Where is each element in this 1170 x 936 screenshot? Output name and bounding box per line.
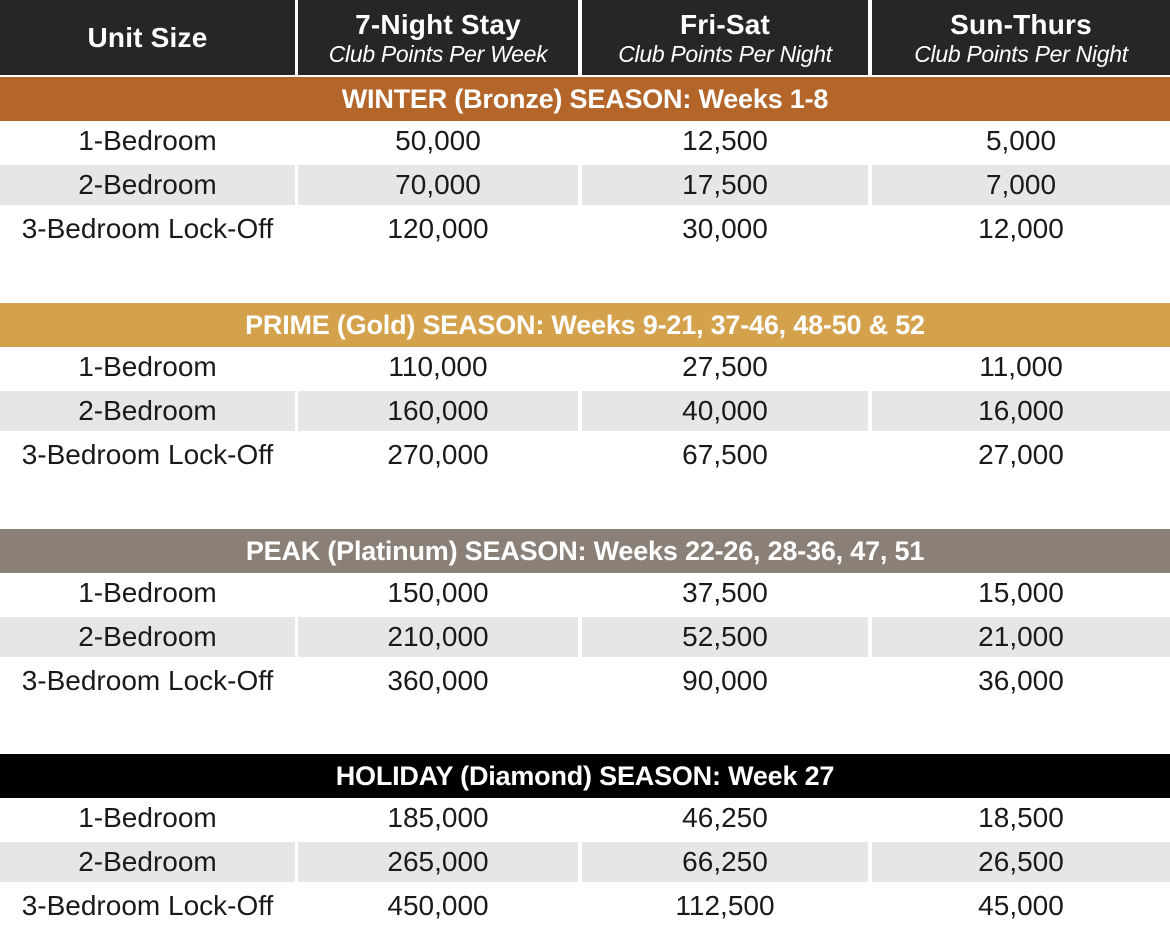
table-row: 1-Bedroom 150,000 37,500 15,000 <box>0 573 1170 617</box>
seven-night-cell: 265,000 <box>298 842 578 882</box>
sun-thurs-cell: 18,500 <box>978 802 1064 833</box>
unit-size-cell: 3-Bedroom Lock-Off <box>21 439 274 470</box>
unit-size-cell: 3-Bedroom Lock-Off <box>21 665 274 696</box>
unit-size-cell: 2-Bedroom <box>0 391 295 431</box>
sun-thurs-cell: 7,000 <box>872 165 1170 205</box>
fri-sat-cell: 67,500 <box>682 439 768 470</box>
header-seven-night: 7-Night Stay Club Points Per Week <box>298 0 578 75</box>
fri-sat-cell: 27,500 <box>682 351 768 382</box>
seven-night-cell: 70,000 <box>298 165 578 205</box>
sun-thurs-cell: 12,000 <box>978 213 1064 244</box>
table-row: 1-Bedroom 50,000 12,500 5,000 <box>0 121 1170 165</box>
unit-size-cell: 2-Bedroom <box>0 165 295 205</box>
fri-sat-cell: 30,000 <box>682 213 768 244</box>
seven-night-cell: 50,000 <box>395 125 481 156</box>
seven-night-cell: 185,000 <box>387 802 489 833</box>
fri-sat-cell: 46,250 <box>682 802 768 833</box>
season-band-peak: PEAK (Platinum) SEASON: Weeks 22-26, 28-… <box>0 529 1170 573</box>
seven-night-cell: 150,000 <box>387 577 489 608</box>
table-row: 2-Bedroom 265,000 66,250 26,500 <box>0 842 1170 886</box>
table-row: 1-Bedroom 110,000 27,500 11,000 <box>0 347 1170 391</box>
header-fri-sat: Fri-Sat Club Points Per Night <box>582 0 868 75</box>
unit-size-cell: 2-Bedroom <box>0 842 295 882</box>
header-unit-size: Unit Size <box>0 0 295 75</box>
sun-thurs-cell: 5,000 <box>985 125 1057 156</box>
sun-thurs-cell: 26,500 <box>872 842 1170 882</box>
seven-night-cell: 110,000 <box>388 351 488 382</box>
header-sun-thurs-subtitle: Club Points Per Night <box>914 40 1128 67</box>
table-row: 2-Bedroom 210,000 52,500 21,000 <box>0 617 1170 661</box>
unit-size-cell: 1-Bedroom <box>78 125 217 156</box>
table-row: 3-Bedroom Lock-Off 450,000 112,500 45,000 <box>0 886 1170 930</box>
sun-thurs-cell: 11,000 <box>979 351 1063 382</box>
sun-thurs-cell: 27,000 <box>978 439 1064 470</box>
header-unit-size-label: Unit Size <box>87 21 208 53</box>
fri-sat-cell: 112,500 <box>675 890 775 921</box>
unit-size-cell: 3-Bedroom Lock-Off <box>21 213 274 244</box>
header-seven-night-title: 7-Night Stay <box>355 8 521 40</box>
fri-sat-cell: 90,000 <box>682 665 768 696</box>
unit-size-cell: 3-Bedroom Lock-Off <box>21 890 274 921</box>
sun-thurs-cell: 45,000 <box>978 890 1064 921</box>
season-band-holiday: HOLIDAY (Diamond) SEASON: Week 27 <box>0 754 1170 798</box>
header-sun-thurs-title: Sun-Thurs <box>950 8 1092 40</box>
seven-night-cell: 120,000 <box>387 213 489 244</box>
seven-night-cell: 160,000 <box>298 391 578 431</box>
unit-size-cell: 2-Bedroom <box>0 617 295 657</box>
sun-thurs-cell: 21,000 <box>872 617 1170 657</box>
seven-night-cell: 450,000 <box>387 890 489 921</box>
table-row: 2-Bedroom 70,000 17,500 7,000 <box>0 165 1170 209</box>
sun-thurs-cell: 15,000 <box>978 577 1064 608</box>
unit-size-cell: 1-Bedroom <box>78 802 217 833</box>
fri-sat-cell: 40,000 <box>582 391 868 431</box>
fri-sat-cell: 66,250 <box>582 842 868 882</box>
table-row: 2-Bedroom 160,000 40,000 16,000 <box>0 391 1170 435</box>
table-header: Unit Size 7-Night Stay Club Points Per W… <box>0 0 1170 75</box>
fri-sat-cell: 17,500 <box>582 165 868 205</box>
table-row: 3-Bedroom Lock-Off 270,000 67,500 27,000 <box>0 435 1170 479</box>
fri-sat-cell: 37,500 <box>682 577 768 608</box>
season-band-winter: WINTER (Bronze) SEASON: Weeks 1-8 <box>0 77 1170 121</box>
unit-size-cell: 1-Bedroom <box>78 351 217 382</box>
seven-night-cell: 270,000 <box>387 439 489 470</box>
header-seven-night-subtitle: Club Points Per Week <box>328 40 548 67</box>
unit-size-cell: 1-Bedroom <box>78 577 217 608</box>
header-fri-sat-subtitle: Club Points Per Night <box>618 40 832 67</box>
table-row: 3-Bedroom Lock-Off 120,000 30,000 12,000 <box>0 209 1170 253</box>
sun-thurs-cell: 16,000 <box>872 391 1170 431</box>
table-row: 1-Bedroom 185,000 46,250 18,500 <box>0 798 1170 842</box>
seven-night-cell: 210,000 <box>298 617 578 657</box>
seven-night-cell: 360,000 <box>387 665 489 696</box>
fri-sat-cell: 12,500 <box>682 125 768 156</box>
season-band-prime: PRIME (Gold) SEASON: Weeks 9-21, 37-46, … <box>0 303 1170 347</box>
fri-sat-cell: 52,500 <box>582 617 868 657</box>
sun-thurs-cell: 36,000 <box>978 665 1064 696</box>
table-row: 3-Bedroom Lock-Off 360,000 90,000 36,000 <box>0 661 1170 705</box>
header-fri-sat-title: Fri-Sat <box>679 8 771 40</box>
header-sun-thurs: Sun-Thurs Club Points Per Night <box>872 0 1170 75</box>
